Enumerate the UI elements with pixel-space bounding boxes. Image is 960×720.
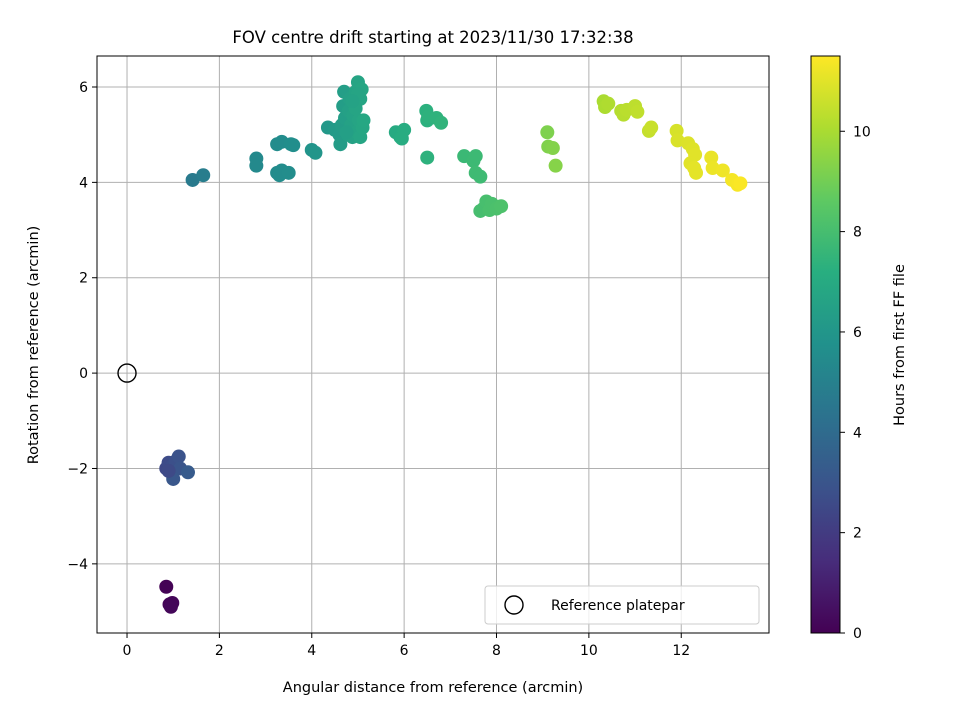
y-tick-label: 4: [79, 175, 88, 191]
data-point: [345, 94, 360, 109]
legend-label: Reference platepar: [551, 598, 685, 614]
x-axis-ticks: 0 2 4 6 8 10 12: [123, 633, 690, 659]
legend-marker-icon: [504, 595, 524, 615]
data-point: [689, 165, 704, 180]
data-point: [249, 158, 264, 173]
y-tick-label: −2: [67, 461, 88, 477]
data-point: [394, 131, 409, 146]
colorbar-gradient: [810, 55, 841, 634]
y-axis-ticks: −4 −2 0 2 4 6: [67, 80, 97, 573]
y-tick-label: 6: [79, 80, 88, 96]
data-point: [670, 133, 685, 148]
colorbar-tick-label: 0: [853, 626, 862, 642]
data-point: [180, 465, 195, 480]
data-point: [161, 463, 176, 478]
colorbar-tick-label: 10: [853, 124, 871, 140]
colorbar: 0 2 4 6 8 10 Hours from first FF file: [810, 55, 908, 642]
data-point: [733, 176, 748, 191]
colorbar-ticks: 0 2 4 6 8 10: [840, 124, 871, 642]
y-tick-label: 0: [79, 366, 88, 382]
data-point: [468, 149, 483, 164]
data-point: [494, 199, 509, 214]
x-axis-label: Angular distance from reference (arcmin): [283, 680, 583, 696]
data-point: [281, 165, 296, 180]
data-point: [715, 163, 730, 178]
data-point: [356, 113, 371, 128]
data-point: [185, 172, 200, 187]
x-tick-label: 10: [580, 643, 598, 659]
colorbar-label: Hours from first FF file: [892, 264, 908, 426]
chart-title: FOV centre drift starting at 2023/11/30 …: [232, 28, 633, 47]
colorbar-tick-label: 4: [853, 425, 862, 441]
data-point: [286, 138, 301, 153]
data-point: [171, 449, 186, 464]
data-point: [630, 104, 645, 119]
colorbar-tick-label: 8: [853, 225, 862, 241]
data-point: [308, 145, 323, 160]
data-point: [333, 137, 348, 152]
y-tick-label: −4: [67, 557, 88, 573]
data-point: [545, 141, 560, 156]
x-tick-label: 8: [492, 643, 501, 659]
data-point: [159, 579, 174, 594]
x-tick-label: 0: [123, 643, 132, 659]
legend-box: [484, 585, 760, 625]
plot-area: [97, 56, 769, 633]
y-tick-label: 2: [79, 271, 88, 287]
data-point: [644, 120, 659, 135]
x-tick-label: 2: [215, 643, 224, 659]
data-point: [339, 125, 354, 140]
x-tick-label: 4: [307, 643, 316, 659]
data-point: [163, 599, 178, 614]
x-tick-label: 6: [400, 643, 409, 659]
data-point: [196, 168, 211, 183]
plot-frame: [96, 55, 770, 634]
data-point: [540, 125, 555, 140]
data-point: [704, 150, 719, 165]
data-point: [601, 96, 616, 111]
data-point: [473, 169, 488, 184]
data-point: [434, 115, 449, 130]
colorbar-tick-label: 2: [853, 526, 862, 542]
y-axis-label: Rotation from reference (arcmin): [26, 226, 42, 465]
legend: Reference platepar: [484, 585, 760, 625]
x-tick-label: 12: [672, 643, 690, 659]
reference-platepar-marker: [117, 363, 137, 383]
colorbar-tick-label: 6: [853, 325, 862, 341]
data-point: [548, 158, 563, 173]
data-points: [159, 75, 748, 614]
data-point: [420, 150, 435, 165]
